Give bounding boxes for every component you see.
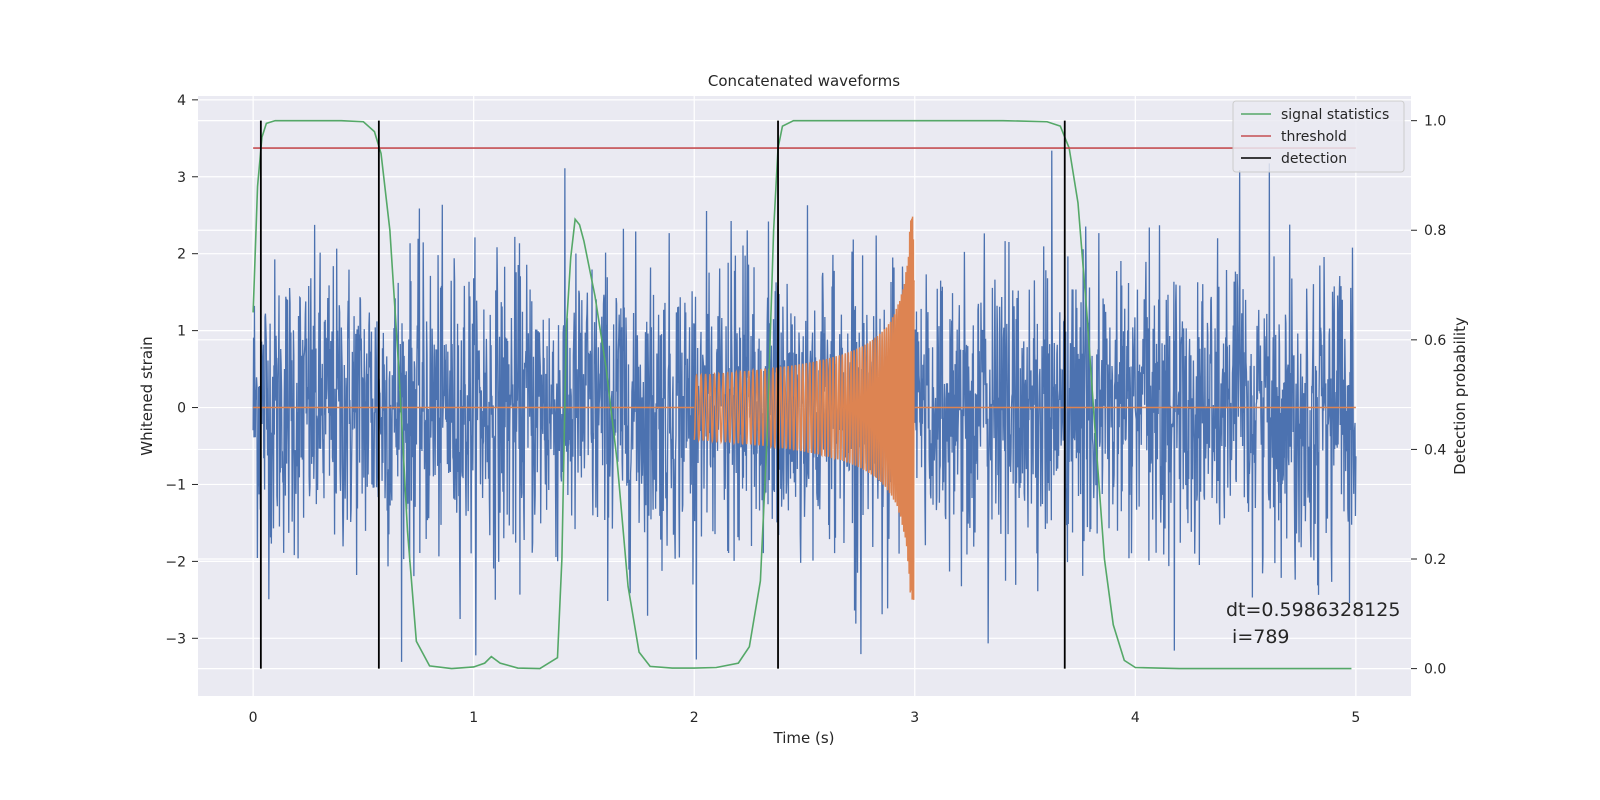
y2-axis-label: Detection probability — [1451, 317, 1469, 475]
y2-tick-label: 0.6 — [1424, 333, 1446, 349]
x-tick-label: 5 — [1351, 710, 1360, 726]
legend-label-detection: detection — [1281, 151, 1347, 167]
x-axis-label: Time (s) — [773, 729, 835, 747]
y2-tick-label: 0.4 — [1424, 442, 1446, 458]
noise-line — [252, 150, 1357, 662]
y-tick-label: −1 — [165, 477, 186, 493]
y2-tick-label: 0.8 — [1424, 223, 1446, 239]
y2-tick-label: 0.0 — [1424, 662, 1446, 678]
y-tick-label: −2 — [165, 554, 186, 570]
y2-tick-label: 1.0 — [1424, 114, 1446, 130]
y-tick-label: 3 — [177, 170, 186, 186]
legend-box — [1232, 100, 1405, 173]
x-tick-label: 3 — [910, 710, 919, 726]
annotation-dt: dt=0.5986328125 — [1226, 599, 1400, 621]
y-tick-label: 4 — [177, 93, 186, 109]
x-tick-label: 2 — [690, 710, 699, 726]
annotation-i: i=789 — [1226, 626, 1290, 648]
injection-series — [253, 216, 1356, 600]
x-tick-label: 0 — [249, 710, 258, 726]
injection-line-chirp — [693, 216, 915, 600]
legend: signal statistics threshold detection — [1232, 100, 1405, 173]
legend-label-threshold: threshold — [1281, 129, 1347, 145]
signal-statistics-series — [252, 119, 1356, 670]
legend-label-signal-statistics: signal statistics — [1281, 107, 1389, 123]
signal-statistics-line — [252, 119, 1352, 670]
chart-title: Concatenated waveforms — [708, 72, 900, 90]
ticks: 0 1 2 3 4 5 −3 −2 −1 0 1 2 3 4 0.0 0.2 0.4 0.6 0.8 1.0 — [165, 93, 1446, 726]
grid — [198, 96, 1411, 696]
y-tick-label: 1 — [177, 324, 186, 340]
y-tick-label: 2 — [177, 247, 186, 263]
noise-series — [252, 150, 1357, 662]
y-tick-label: −3 — [165, 631, 186, 647]
y-tick-label: 0 — [177, 401, 186, 417]
x-tick-label: 4 — [1131, 710, 1140, 726]
x-tick-label: 1 — [469, 710, 478, 726]
detection-lines — [259, 120, 1066, 669]
y2-tick-label: 0.2 — [1424, 552, 1446, 568]
y-axis-label: Whitened strain — [138, 336, 156, 455]
